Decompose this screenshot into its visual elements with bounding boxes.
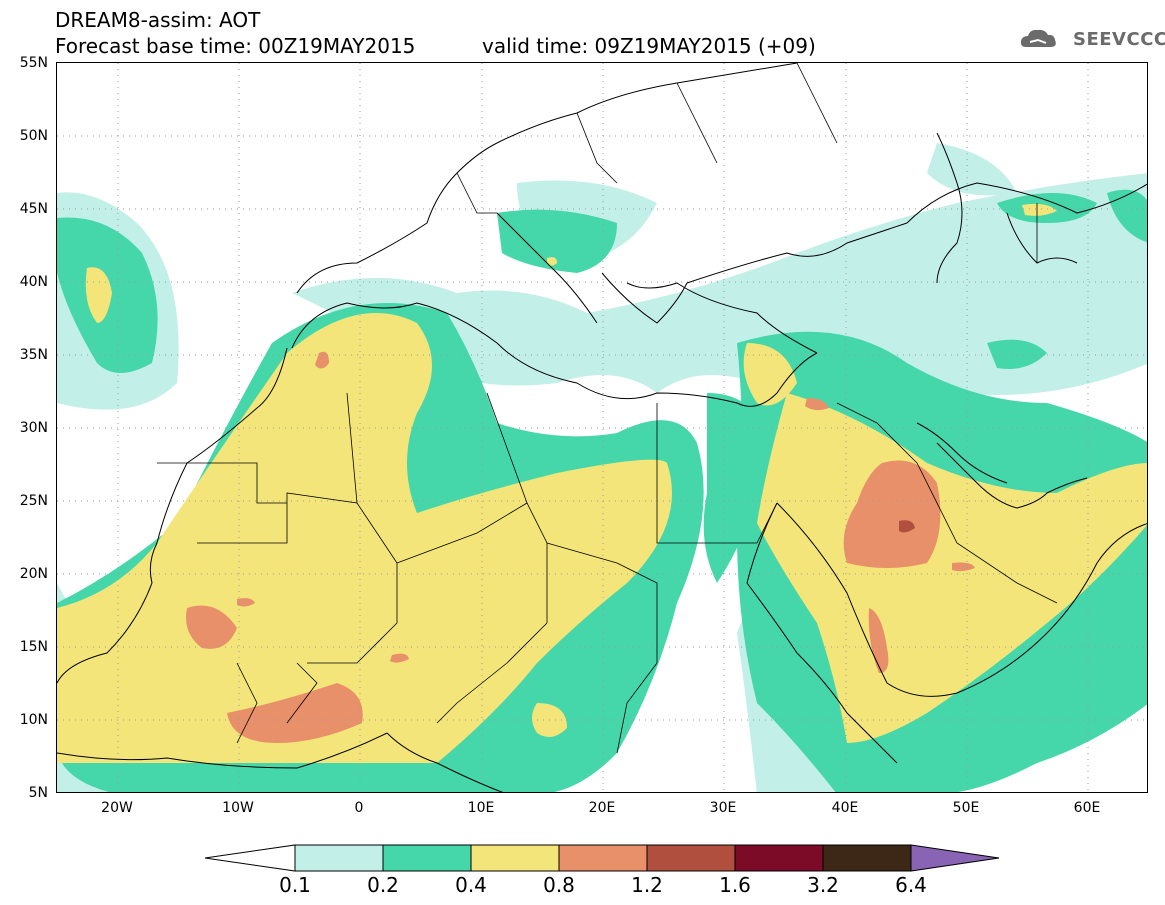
- aot-band-1.2-1.6: [899, 520, 915, 533]
- colorbar-label-3.2: 3.2: [807, 873, 839, 897]
- title-line-2: Forecast base time: 00Z19MAY2015: [55, 34, 416, 58]
- colorbar-under-triangle: [205, 844, 296, 872]
- lat-label-15n: 15N: [19, 639, 48, 655]
- lon-label-40e: 40E: [831, 800, 859, 816]
- colorbar-swatch-7: [822, 844, 912, 872]
- aot-colorbar: [205, 844, 1000, 872]
- graticule: [57, 63, 1147, 792]
- lat-label-10n: 10N: [19, 712, 48, 728]
- colorbar-swatch-4: [558, 844, 648, 872]
- colorbar-label-1.2: 1.2: [631, 873, 663, 897]
- lon-label-30e: 30E: [709, 800, 737, 816]
- colorbar-swatch-6: [734, 844, 824, 872]
- colorbar-label-0.4: 0.4: [455, 873, 487, 897]
- colorbar-swatch-1: [294, 844, 384, 872]
- colorbar-label-1.6: 1.6: [719, 873, 751, 897]
- colorbar-label-0.1: 0.1: [279, 873, 311, 897]
- lat-label-20n: 20N: [19, 566, 48, 582]
- colorbar-swatch-3: [470, 844, 560, 872]
- colorbar-over-triangle: [910, 844, 1000, 872]
- map-canvas: [57, 63, 1147, 792]
- lon-label-50e: 50E: [952, 800, 980, 816]
- aot-band-0.8-1.2: [186, 351, 975, 743]
- lon-label-20e: 20E: [588, 800, 616, 816]
- aot-map: [56, 62, 1148, 793]
- colorbar-label-0.8: 0.8: [543, 873, 575, 897]
- lat-label-25n: 25N: [19, 493, 48, 509]
- lon-label-0: 0: [354, 800, 364, 816]
- coastlines: [57, 63, 1147, 792]
- lat-label-5n: 5N: [28, 785, 48, 801]
- lon-label-10e: 10E: [467, 800, 495, 816]
- lat-label-45n: 45N: [19, 201, 48, 217]
- lon-label-10w: 10W: [222, 800, 254, 816]
- lat-label-40n: 40N: [19, 274, 48, 290]
- logo-text: SEEVCCC: [1073, 29, 1165, 50]
- lat-label-55n: 55N: [19, 55, 48, 71]
- valid-time-label: valid time: 09Z19MAY2015 (+09): [482, 34, 816, 58]
- title-line-1: DREAM8-assim: AOT: [55, 8, 261, 32]
- colorbar-label-6.4: 6.4: [895, 873, 927, 897]
- lat-label-30n: 30N: [19, 420, 48, 436]
- colorbar-label-0.2: 0.2: [367, 873, 399, 897]
- country-borders: [157, 63, 1058, 754]
- colorbar-swatch-2: [382, 844, 472, 872]
- cloud-logo-icon: [1020, 29, 1056, 47]
- lon-label-20w: 20W: [101, 800, 133, 816]
- lat-label-50n: 50N: [19, 128, 48, 144]
- lon-label-60e: 60E: [1073, 800, 1101, 816]
- lat-label-35n: 35N: [19, 347, 48, 363]
- colorbar-swatch-5: [646, 844, 736, 872]
